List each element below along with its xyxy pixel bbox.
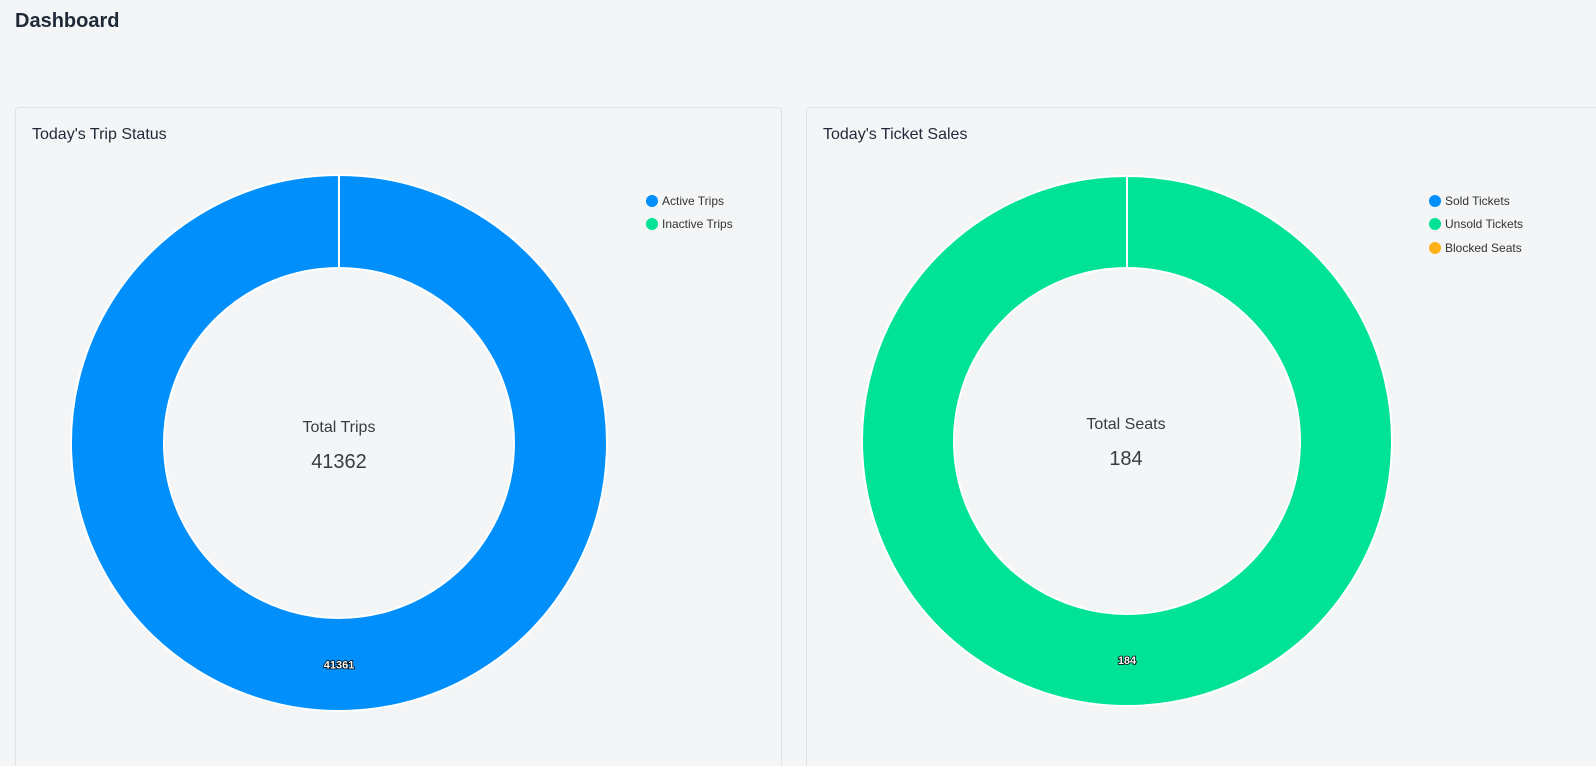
ticket-total-value: 184	[1109, 448, 1143, 470]
legend-label-active-trips: Active Trips	[662, 193, 725, 208]
legend-label-unsold-tickets: Unsold Tickets	[1445, 217, 1524, 232]
legend-item-inactive-trips[interactable]: Inactive Trips	[646, 213, 733, 237]
legend-item-blocked-seats[interactable]: Blocked Seats	[1429, 236, 1523, 260]
donut-data-label-active-trips: 41361	[324, 660, 355, 672]
legend-item-active-trips[interactable]: Active Trips	[646, 189, 733, 213]
donut-data-label-unsold-tickets: 184	[1118, 655, 1137, 667]
donut-slice-active-trips[interactable]	[69, 173, 608, 712]
trip-status-donut-chart: 41361	[69, 173, 608, 712]
trip-total-label: Total Trips	[302, 419, 376, 436]
legend-label-blocked-seats: Blocked Seats	[1445, 240, 1522, 255]
trip-total-value: 41362	[311, 451, 367, 473]
trip-status-card: Today's Trip Status 41361 Total Trips 41…	[15, 107, 782, 766]
legend-marker-sold-tickets	[1429, 194, 1441, 207]
legend-item-sold-tickets[interactable]: Sold Tickets	[1429, 189, 1523, 213]
page-title: Dashboard	[15, 10, 120, 32]
ticket-sales-title: Today's Ticket Sales	[823, 126, 968, 143]
legend-marker-inactive-trips	[646, 218, 658, 231]
donut-slice-unsold-tickets[interactable]	[861, 174, 1393, 707]
legend-marker-active-trips	[646, 194, 658, 207]
ticket-sales-card: Today's Ticket Sales 184 Total Seats 184…	[806, 107, 1596, 766]
legend-marker-blocked-seats	[1429, 241, 1441, 254]
trip-status-title: Today's Trip Status	[32, 126, 167, 143]
ticket-total-label: Total Seats	[1086, 416, 1166, 433]
legend-label-inactive-trips: Inactive Trips	[662, 217, 733, 232]
trip-status-legend: Active Trips Inactive Trips	[646, 189, 733, 236]
legend-label-sold-tickets: Sold Tickets	[1445, 193, 1510, 208]
ticket-sales-legend: Sold Tickets Unsold Tickets Blocked Seat…	[1429, 189, 1523, 260]
ticket-sales-donut-chart: 184	[861, 174, 1393, 707]
legend-item-unsold-tickets[interactable]: Unsold Tickets	[1429, 213, 1523, 237]
legend-marker-unsold-tickets	[1429, 218, 1441, 231]
